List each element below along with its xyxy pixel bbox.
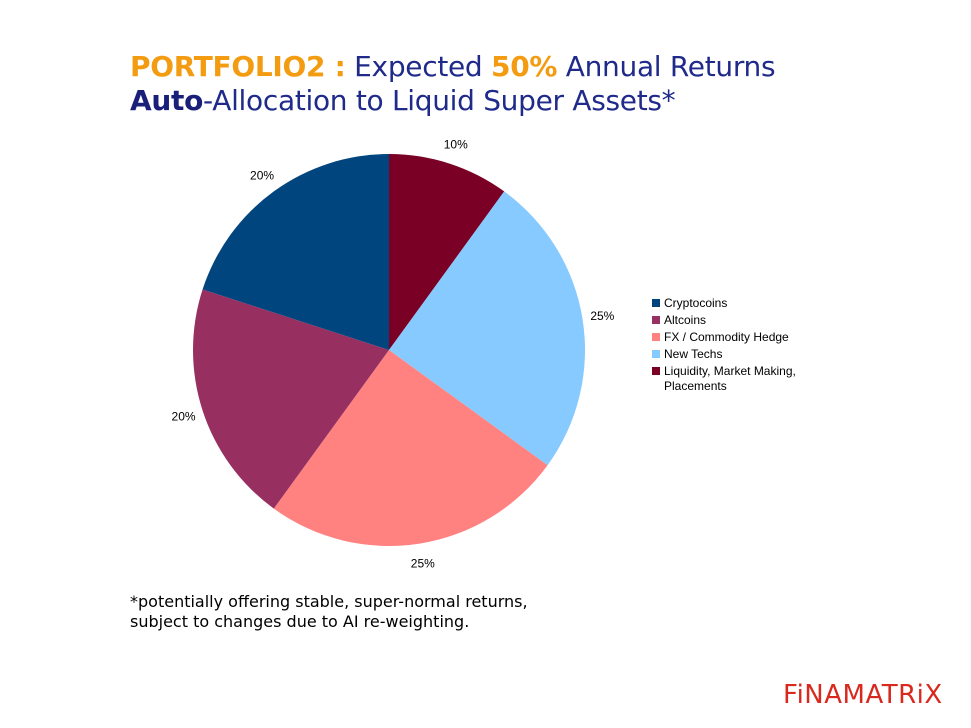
legend-swatch xyxy=(652,367,660,375)
footnote-line-2: subject to changes due to AI re-weightin… xyxy=(130,612,470,631)
legend-swatch xyxy=(652,316,660,324)
pie-slice-liquidity-market-making-placements xyxy=(389,154,505,350)
brand-logo: FiNAMATRiX xyxy=(783,680,943,710)
legend-label: FX / Commodity Hedge xyxy=(664,330,789,344)
legend-item: Cryptocoins xyxy=(652,296,814,311)
legend-swatch xyxy=(652,333,660,341)
legend-label: Altcoins xyxy=(664,313,707,327)
pie-slice-altcoins xyxy=(193,289,389,509)
pie-slice-cryptocoins xyxy=(202,154,389,350)
pie-data-label: 10% xyxy=(444,138,468,152)
legend-label: Cryptocoins xyxy=(664,296,728,310)
footnote-line-1: *potentially offering stable, super-norm… xyxy=(130,592,528,611)
pie-data-label: 20% xyxy=(250,168,274,182)
title-line-1: PORTFOLIO2 : Expected 50% Annual Returns xyxy=(130,50,950,84)
title-return-percent: 50% xyxy=(491,50,558,83)
pie-data-label: 20% xyxy=(172,410,196,424)
pie-data-label: 25% xyxy=(590,309,614,323)
footnote: *potentially offering stable, super-norm… xyxy=(130,592,528,632)
pie-data-label: 25% xyxy=(411,556,435,570)
legend-item: Altcoins xyxy=(652,313,814,328)
legend-item: Liquidity, Market Making, Placements xyxy=(652,364,814,394)
chart-legend: Cryptocoins Altcoins FX / Commodity Hedge N… xyxy=(652,296,814,396)
pie-slices xyxy=(193,154,585,546)
legend-item: FX / Commodity Hedge xyxy=(652,330,814,345)
title-annual-returns: Annual Returns xyxy=(565,50,776,83)
title-line-2: Auto-Allocation to Liquid Super Assets* xyxy=(130,84,950,118)
legend-label: Liquidity, Market Making, Placements xyxy=(664,364,796,393)
legend-swatch xyxy=(652,299,660,307)
pie-slice-new-techs xyxy=(389,191,585,466)
pie-slice-fx-commodity-hedge xyxy=(273,350,548,546)
title-portfolio-name: PORTFOLIO2 : xyxy=(130,50,346,83)
legend-item: New Techs xyxy=(652,347,814,362)
legend-label: New Techs xyxy=(664,347,723,361)
title-expected: Expected xyxy=(354,50,483,83)
pie-data-labels: 10% 25% 25% 20% 20% xyxy=(172,138,615,571)
legend-swatch xyxy=(652,350,660,358)
page-title: PORTFOLIO2 : Expected 50% Annual Returns… xyxy=(130,50,950,118)
title-allocation: -Allocation to Liquid Super Assets* xyxy=(203,84,676,117)
title-auto: Auto xyxy=(130,84,204,117)
